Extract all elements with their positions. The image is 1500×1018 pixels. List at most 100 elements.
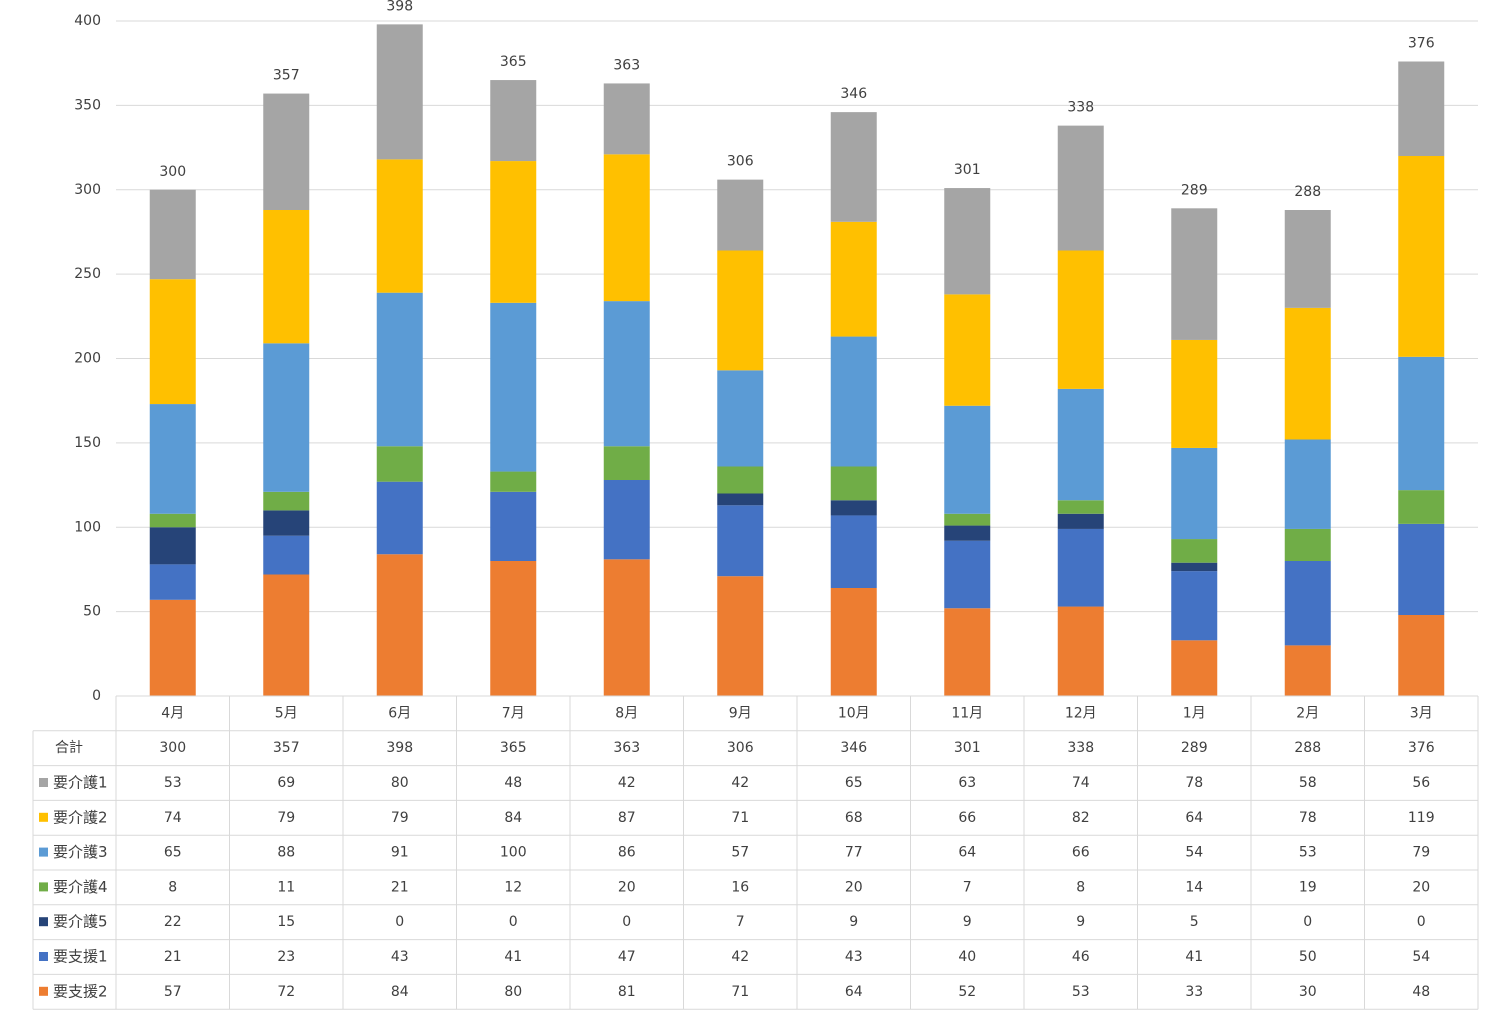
bar-segment: [830, 336, 877, 467]
table-cell: 58: [1299, 775, 1317, 791]
table-cell: 23: [277, 949, 295, 965]
bar-segment: [1284, 645, 1331, 696]
total-data-label: 289: [1181, 182, 1208, 198]
table-cell: 57: [731, 845, 749, 861]
table-cell: 19: [1299, 879, 1317, 895]
table-cell: 46: [1072, 949, 1090, 965]
y-tick-label: 100: [74, 519, 101, 535]
table-cell: 74: [1072, 775, 1090, 791]
table-cell: 41: [1185, 949, 1203, 965]
table-cell: 9: [849, 914, 858, 930]
table-cell: 79: [391, 810, 409, 826]
bar-segment: [830, 500, 877, 516]
bar-segment: [149, 564, 196, 600]
bar-segment: [944, 513, 991, 526]
table-cell: 48: [504, 775, 522, 791]
table-cell: 57: [164, 984, 182, 1000]
total-data-label: 306: [727, 154, 754, 170]
table-cell: 82: [1072, 810, 1090, 826]
total-data-label: 338: [1067, 100, 1094, 116]
y-tick-label: 150: [74, 435, 101, 451]
table-cell: 63: [958, 775, 976, 791]
total-data-label: 376: [1408, 36, 1435, 52]
bar-segment: [830, 221, 877, 337]
bar-segment: [490, 471, 537, 492]
table-cell: 21: [164, 949, 182, 965]
bar-segment: [490, 302, 537, 472]
bar-segment: [603, 301, 650, 447]
bar-segment: [149, 189, 196, 280]
table-cell: 22: [164, 914, 182, 930]
bar-segment: [1057, 513, 1104, 529]
total-row-label: 合計: [55, 740, 83, 756]
bar-segment: [263, 535, 310, 575]
category-label: 4月: [161, 705, 184, 721]
table-cell: 48: [1412, 984, 1430, 1000]
bar-segment: [1171, 539, 1218, 563]
bar-segment: [717, 179, 764, 251]
table-cell: 65: [164, 845, 182, 861]
category-label: 2月: [1296, 705, 1319, 721]
total-data-label: 288: [1294, 184, 1321, 200]
table-cell: 14: [1185, 879, 1203, 895]
bar-segment: [1171, 571, 1218, 641]
y-tick-label: 250: [74, 266, 101, 282]
bar-segment: [944, 294, 991, 406]
table-cell: 52: [958, 984, 976, 1000]
bar-segment: [603, 480, 650, 560]
bar-segment: [717, 493, 764, 506]
table-cell: 9: [963, 914, 972, 930]
table-cell: 346: [840, 740, 867, 756]
table-cell: 42: [731, 775, 749, 791]
bar-segment: [1398, 490, 1445, 524]
table-cell: 41: [504, 949, 522, 965]
bar-segment: [1398, 156, 1445, 357]
series-row-label: 要支援2: [53, 982, 108, 1000]
total-data-label: 398: [386, 0, 413, 14]
table-cell: 66: [958, 810, 976, 826]
category-label: 12月: [1065, 705, 1097, 721]
table-cell: 80: [391, 775, 409, 791]
bar-segment: [490, 80, 537, 162]
bars: [149, 24, 1445, 696]
bar-segment: [830, 112, 877, 222]
bar-segment: [263, 510, 310, 536]
bar-segment: [1171, 447, 1218, 540]
table-cell: 43: [391, 949, 409, 965]
table-cell: 21: [391, 879, 409, 895]
table-cell: 64: [958, 845, 976, 861]
series-row-label: 要介護5: [53, 913, 108, 931]
legend-key: [39, 847, 48, 857]
table-cell: 68: [845, 810, 863, 826]
table-cell: 81: [618, 984, 636, 1000]
bar-segment: [149, 513, 196, 528]
bar-segment: [263, 574, 310, 696]
bar-segment: [944, 540, 991, 609]
y-tick-label: 0: [92, 688, 101, 704]
table-cell: 11: [277, 879, 295, 895]
table-cell: 53: [1299, 845, 1317, 861]
bar-segment: [717, 466, 764, 494]
y-tick-label: 350: [74, 97, 101, 113]
table-cell: 87: [618, 810, 636, 826]
bar-segment: [149, 527, 196, 565]
table-cell: 20: [845, 879, 863, 895]
y-axis-ticks: 0 50 100 150 200 250 300 350 400: [74, 13, 101, 704]
bar-segment: [490, 561, 537, 696]
bar-segment: [717, 250, 764, 371]
bar-segment: [1057, 606, 1104, 696]
bar-segment: [944, 608, 991, 696]
bar-segment: [603, 559, 650, 696]
table-cell: 0: [1303, 914, 1312, 930]
series-row-label: 要支援1: [53, 948, 108, 966]
bar-segment: [1398, 356, 1445, 491]
table-cell: 84: [391, 984, 409, 1000]
table-cell: 40: [958, 949, 976, 965]
bar-segment: [1284, 561, 1331, 646]
table-cell: 30: [1299, 984, 1317, 1000]
table-cell: 20: [618, 879, 636, 895]
table-cell: 8: [168, 879, 177, 895]
table-cell: 71: [731, 810, 749, 826]
gridlines: [116, 20, 1478, 613]
table-cell: 56: [1412, 775, 1430, 791]
